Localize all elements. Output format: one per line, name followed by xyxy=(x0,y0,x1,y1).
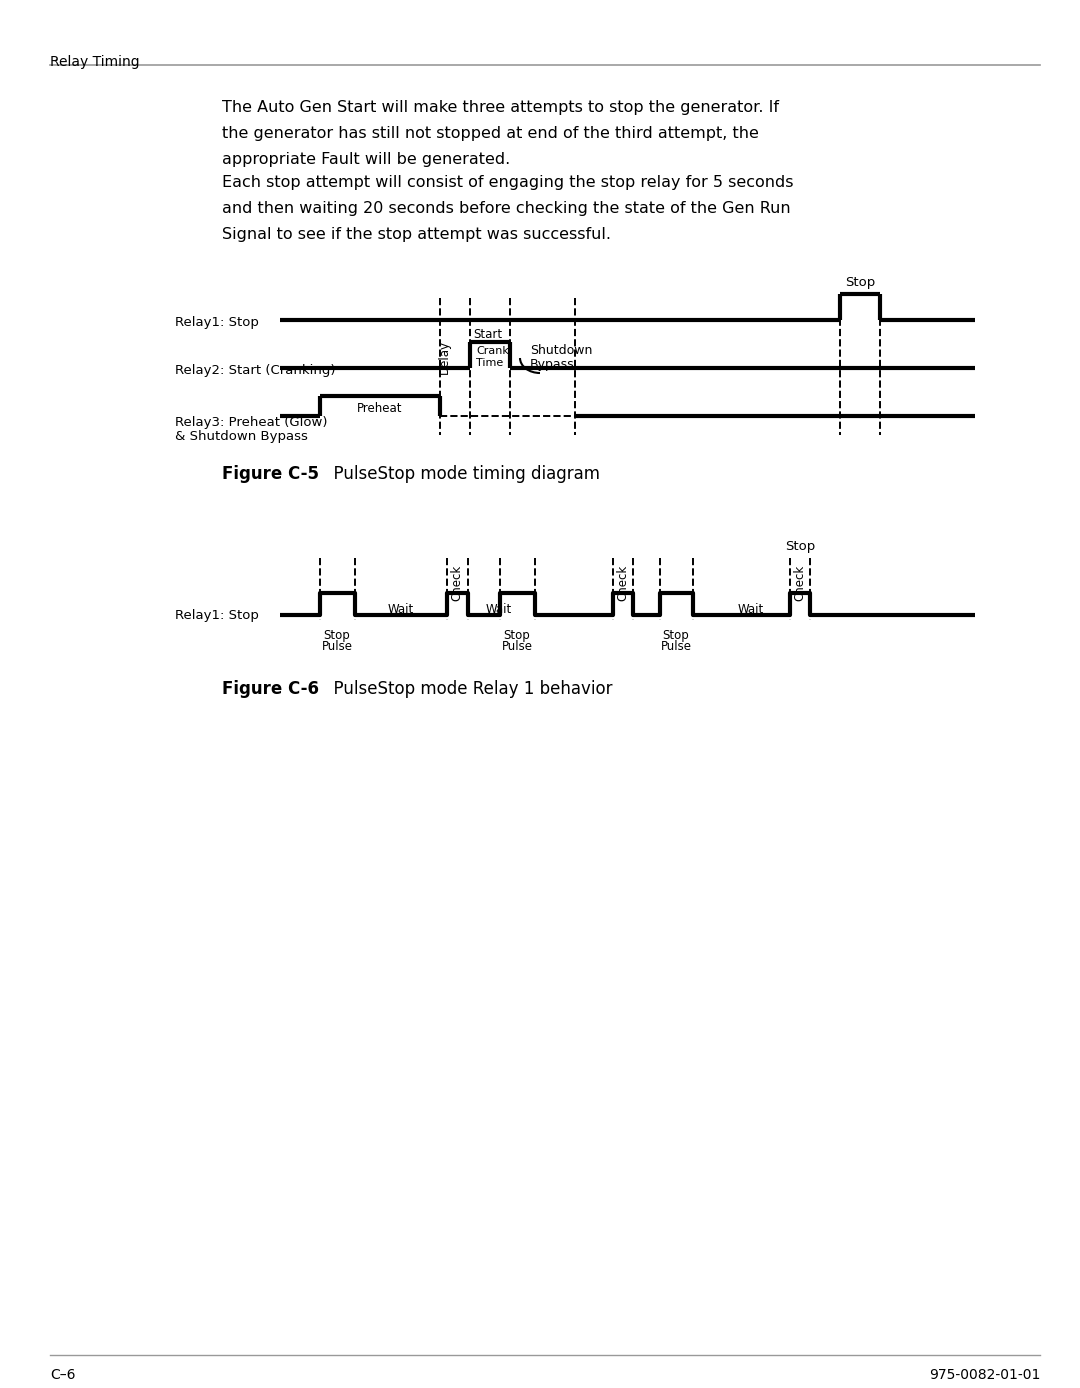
Text: Relay1: Stop: Relay1: Stop xyxy=(175,316,259,329)
Text: Relay3: Preheat (Glow): Relay3: Preheat (Glow) xyxy=(175,416,327,429)
Text: Signal to see if the stop attempt was successful.: Signal to see if the stop attempt was su… xyxy=(222,228,611,242)
Text: Stop: Stop xyxy=(845,276,875,289)
Text: Delay: Delay xyxy=(437,340,450,373)
Text: Wait: Wait xyxy=(738,602,765,616)
Text: C–6: C–6 xyxy=(50,1369,76,1382)
Text: The Auto Gen Start will make three attempts to stop the generator. If: The Auto Gen Start will make three attem… xyxy=(222,100,779,115)
Text: Figure C-5: Figure C-5 xyxy=(222,465,319,483)
Text: Check: Check xyxy=(617,565,630,601)
Text: Start: Start xyxy=(473,328,502,341)
Text: appropriate Fault will be generated.: appropriate Fault will be generated. xyxy=(222,153,510,167)
Text: and then waiting 20 seconds before checking the state of the Gen Run: and then waiting 20 seconds before check… xyxy=(222,201,791,217)
Text: & Shutdown Bypass: & Shutdown Bypass xyxy=(175,430,308,443)
Text: Relay2: Start (Cranking): Relay2: Start (Cranking) xyxy=(175,364,336,378)
Text: Check: Check xyxy=(450,565,463,601)
Text: Stop: Stop xyxy=(663,629,689,643)
Text: 975-0082-01-01: 975-0082-01-01 xyxy=(929,1369,1040,1382)
Text: Preheat: Preheat xyxy=(357,401,403,415)
Text: Time: Time xyxy=(476,358,503,368)
Text: PulseStop mode timing diagram: PulseStop mode timing diagram xyxy=(323,465,600,483)
Text: Pulse: Pulse xyxy=(501,640,532,652)
Text: the generator has still not stopped at end of the third attempt, the: the generator has still not stopped at e… xyxy=(222,126,759,142)
Text: Bypass: Bypass xyxy=(530,358,575,371)
Text: Each stop attempt will consist of engaging the stop relay for 5 seconds: Each stop attempt will consist of engagi… xyxy=(222,175,794,190)
Text: Relay Timing: Relay Timing xyxy=(50,56,139,69)
Text: Shutdown: Shutdown xyxy=(530,344,592,357)
Text: PulseStop mode Relay 1 behavior: PulseStop mode Relay 1 behavior xyxy=(323,680,612,698)
Text: Stop: Stop xyxy=(503,629,530,643)
Text: Pulse: Pulse xyxy=(322,640,352,652)
Text: Pulse: Pulse xyxy=(661,640,691,652)
Text: Crank: Crank xyxy=(476,346,509,355)
Text: Check: Check xyxy=(794,565,807,601)
Text: Stop: Stop xyxy=(324,629,350,643)
Text: Stop: Stop xyxy=(785,540,815,552)
Text: Wait: Wait xyxy=(486,602,512,616)
Text: Figure C-6: Figure C-6 xyxy=(222,680,319,698)
Text: Wait: Wait xyxy=(388,602,414,616)
Text: Relay1: Stop: Relay1: Stop xyxy=(175,609,259,622)
